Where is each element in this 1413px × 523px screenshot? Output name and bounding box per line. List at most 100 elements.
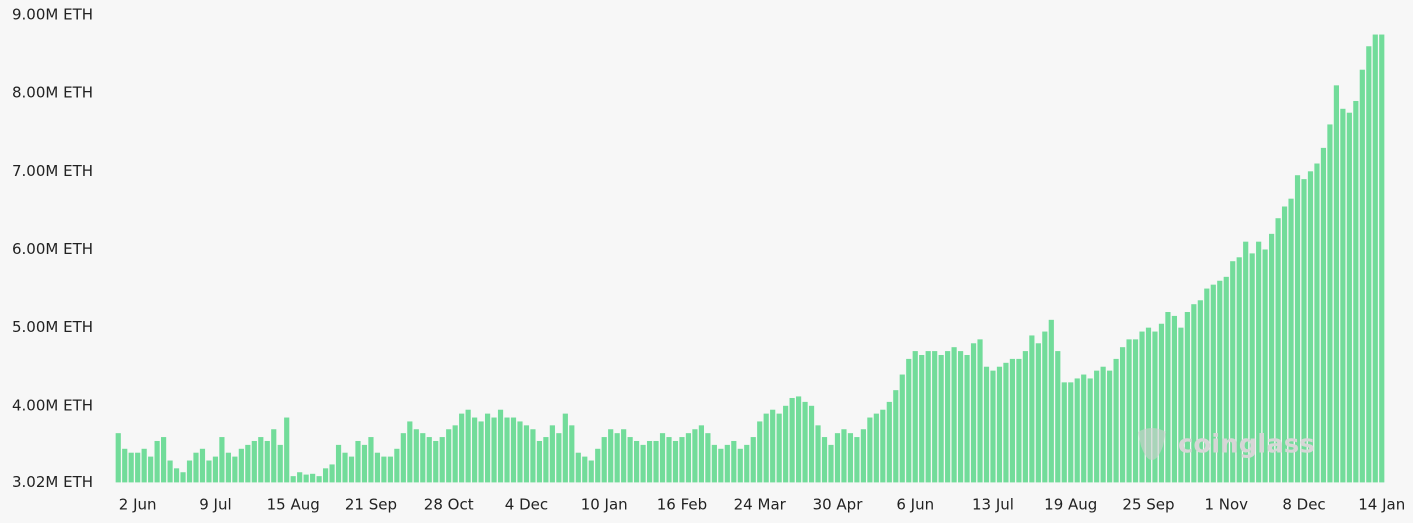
x-tick-label: 24 Mar: [734, 496, 787, 514]
bar: [698, 425, 704, 483]
bar: [1301, 179, 1307, 483]
bar: [608, 429, 614, 483]
bar: [783, 405, 789, 483]
bar: [1243, 241, 1249, 483]
bar: [1165, 312, 1171, 483]
bar: [711, 444, 717, 483]
bar: [199, 448, 206, 483]
bar: [634, 440, 640, 483]
bar: [238, 448, 244, 483]
bar: [562, 413, 568, 483]
bar: [834, 433, 841, 483]
bar: [659, 433, 666, 483]
bar: [582, 456, 588, 483]
bar: [1184, 312, 1190, 483]
bar: [996, 366, 1003, 483]
bar: [595, 448, 601, 483]
bar: [510, 417, 517, 483]
bar: [614, 433, 620, 483]
bar: [128, 452, 134, 483]
bar: [640, 444, 646, 483]
bar: [1145, 327, 1152, 483]
bar: [491, 417, 497, 483]
bar: [588, 460, 594, 483]
x-tick-label: 9 Jul: [199, 496, 231, 514]
bar: [1359, 69, 1365, 483]
bar: [446, 429, 452, 483]
bar: [1372, 34, 1378, 483]
bar: [374, 452, 381, 483]
bar: [575, 452, 581, 483]
bar: [1126, 339, 1132, 483]
bar: [666, 437, 672, 483]
y-tick-label: 5.00M ETH: [12, 318, 93, 336]
bar: [549, 425, 555, 483]
bar: [1346, 112, 1352, 483]
bar: [206, 460, 212, 483]
y-tick-label: 3.02M ETH: [12, 473, 93, 491]
bar: [225, 452, 231, 483]
bar: [1191, 304, 1197, 483]
bar: [906, 358, 912, 483]
bar: [387, 456, 393, 483]
bar: [1132, 339, 1139, 483]
x-tick-label: 21 Sep: [345, 496, 397, 514]
bar: [413, 429, 419, 483]
bar: [1074, 378, 1080, 483]
bar: [1314, 163, 1320, 483]
bar: [744, 444, 750, 483]
bar: [322, 468, 329, 483]
bar: [251, 440, 257, 483]
bar: [653, 440, 659, 483]
bar: [1068, 382, 1074, 483]
bar: [737, 448, 743, 483]
bar: [601, 437, 607, 483]
bar: [1230, 261, 1236, 483]
bar: [770, 409, 776, 483]
bar: [886, 401, 892, 483]
bar: [161, 437, 167, 483]
bar: [212, 456, 219, 483]
bar: [1158, 323, 1165, 483]
bar: [1061, 382, 1067, 483]
bar: [932, 351, 938, 483]
bar: [472, 417, 478, 483]
bar: [342, 452, 348, 483]
bar: [536, 440, 543, 483]
bar: [167, 460, 173, 483]
bar: [646, 440, 653, 483]
bar: [1081, 374, 1087, 483]
bar: [1262, 249, 1268, 483]
bar: [1294, 175, 1301, 483]
x-tick-label: 25 Sep: [1122, 496, 1174, 514]
bar: [776, 413, 782, 483]
bar: [685, 433, 692, 483]
bar: [433, 440, 439, 483]
bar: [381, 456, 387, 483]
bar: [1281, 206, 1288, 483]
bar: [543, 437, 549, 483]
bar: [1048, 319, 1054, 483]
bar: [1307, 171, 1314, 483]
bar: [1119, 347, 1126, 483]
x-tick-label: 2 Jun: [119, 496, 157, 514]
bar: [1016, 358, 1022, 483]
bar: [232, 456, 238, 483]
bar: [407, 421, 413, 483]
x-tick-label: 28 Oct: [424, 496, 474, 514]
bar: [290, 476, 296, 483]
bar: [303, 474, 309, 483]
bar: [517, 421, 523, 483]
bar: [556, 433, 562, 483]
bar: [316, 476, 322, 483]
bar: [1379, 34, 1385, 483]
bar: [569, 425, 575, 483]
bar: [452, 425, 458, 483]
bar: [1029, 335, 1035, 483]
bar: [893, 390, 899, 483]
bar: [731, 440, 737, 483]
bar: [1035, 343, 1041, 483]
bar: [821, 437, 828, 483]
bar: [1152, 331, 1158, 483]
bar: [400, 433, 406, 483]
